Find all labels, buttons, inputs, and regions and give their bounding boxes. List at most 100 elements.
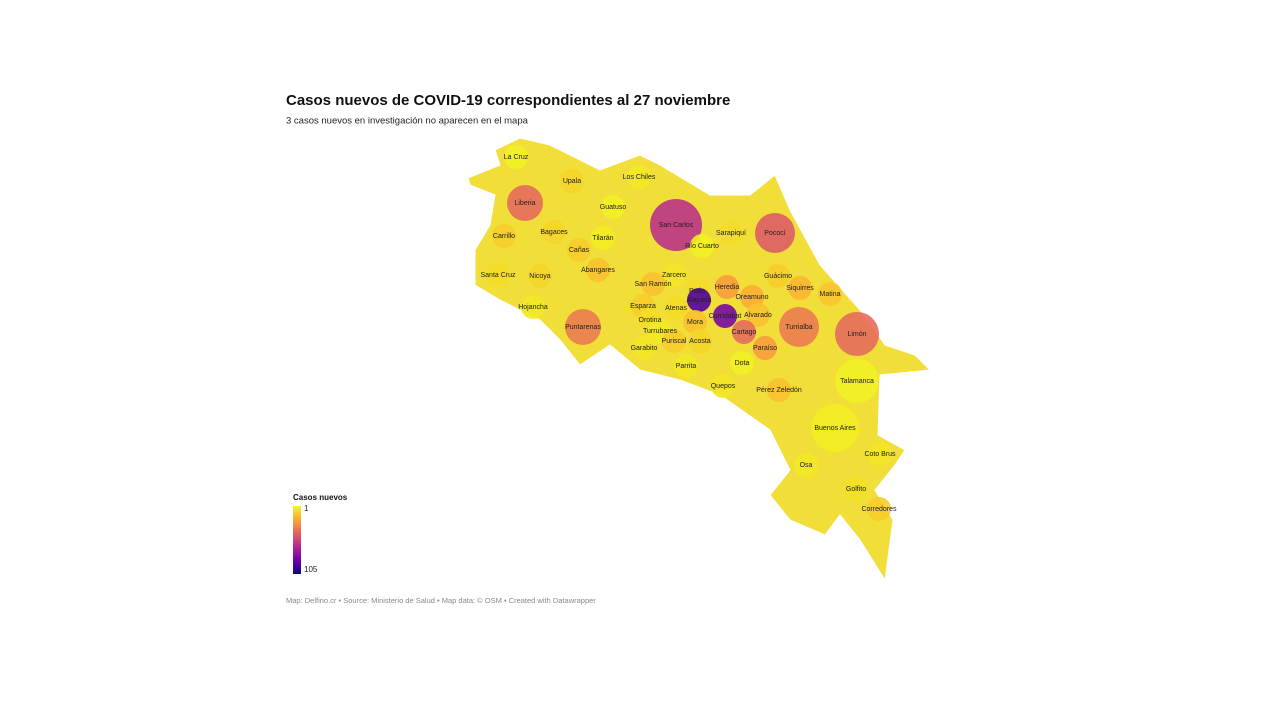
- region: [567, 238, 591, 262]
- region: [542, 220, 566, 244]
- region: [753, 336, 777, 360]
- region-label: San Ramón: [635, 281, 672, 288]
- region-label: Pococí: [764, 230, 785, 237]
- region-label: Zarcero: [662, 272, 686, 279]
- region: [867, 497, 891, 521]
- region-label: Carrillo: [493, 233, 515, 240]
- region-label: Puntarenas: [565, 324, 601, 331]
- region: [662, 263, 686, 287]
- legend-max: 105: [304, 565, 318, 574]
- region-label: Talamanca: [840, 378, 874, 385]
- region-label: La Cruz: [504, 154, 529, 161]
- legend-title: Casos nuevos: [293, 493, 348, 502]
- region-label: Hojancha: [518, 304, 548, 311]
- region: [627, 165, 651, 189]
- title: Casos nuevos de COVID-19 correspondiente…: [286, 92, 730, 109]
- region-label: San Carlos: [659, 222, 694, 229]
- region-label: Nicoya: [529, 273, 551, 280]
- region-label: Alvarado: [744, 312, 772, 319]
- region-label: Santa Cruz: [480, 272, 516, 279]
- region: [521, 295, 545, 319]
- region: [641, 272, 665, 296]
- region-label: Poás: [689, 288, 705, 295]
- region: [601, 195, 625, 219]
- region: [591, 226, 615, 250]
- region-label: Quepos: [711, 383, 736, 390]
- region: [835, 312, 879, 356]
- region: [779, 307, 819, 347]
- region: [766, 264, 790, 288]
- region: [732, 320, 756, 344]
- region: [528, 264, 552, 288]
- region: [688, 329, 712, 353]
- region: [632, 336, 656, 360]
- region: [719, 221, 743, 245]
- region-label: Parrita: [676, 363, 697, 370]
- region-label: Guatuso: [600, 204, 627, 211]
- region: [767, 378, 791, 402]
- region-label: Puriscal: [662, 338, 687, 345]
- region-label: Atenas: [665, 305, 687, 312]
- region: [755, 213, 795, 253]
- region-label: Mora: [687, 319, 703, 326]
- region: [794, 453, 818, 477]
- region-label: Cañas: [569, 247, 590, 254]
- region: [711, 374, 735, 398]
- region-label: Sarapiquí: [716, 230, 746, 237]
- region-label: Golfito: [846, 486, 866, 493]
- region-label: Liberia: [514, 200, 535, 207]
- regions: La Cruz Upala Los Chiles Liberia Guatuso San …: [480, 145, 897, 521]
- region: [844, 477, 868, 501]
- region: [492, 224, 516, 248]
- region: [788, 276, 812, 300]
- region: [650, 199, 702, 251]
- region: [715, 275, 739, 299]
- region: [868, 442, 892, 466]
- region-label: Matina: [819, 291, 840, 298]
- region-label: Garabito: [631, 345, 658, 352]
- region: [687, 288, 711, 312]
- region: [664, 296, 688, 320]
- region-label: Corredores: [861, 506, 897, 513]
- region-label: Coto Brus: [864, 451, 896, 458]
- region-label: Cartago: [732, 329, 757, 336]
- region-label: Heredia: [715, 284, 740, 291]
- region-label: Dota: [735, 360, 750, 367]
- region: [690, 234, 714, 258]
- region: [811, 404, 859, 452]
- region-label: Limón: [847, 331, 866, 338]
- region-label: Río Cuarto: [685, 243, 719, 250]
- region: [713, 304, 737, 328]
- legend-min: 1: [304, 504, 309, 513]
- region-label: Tilarán: [592, 235, 613, 242]
- region-label: Esparza: [630, 303, 656, 310]
- region: [683, 310, 707, 334]
- region: [560, 169, 584, 193]
- region: [818, 282, 842, 306]
- region-label: Upala: [563, 178, 581, 185]
- region-label: Paraíso: [753, 345, 777, 352]
- region-label: Osa: [800, 462, 813, 469]
- subtitle: 3 casos nuevos en investigación no apare…: [286, 116, 529, 127]
- region: [504, 145, 528, 169]
- region-label: Pérez Zeledón: [756, 387, 802, 394]
- region: [746, 303, 770, 327]
- region: [565, 309, 601, 345]
- region-label: Buenos Aires: [814, 425, 856, 432]
- legend-gradient: [293, 506, 301, 574]
- region: [507, 185, 543, 221]
- region: [835, 359, 879, 403]
- region: [486, 263, 510, 287]
- region: [674, 354, 698, 378]
- region: [662, 329, 686, 353]
- region-label: Bagaces: [540, 229, 568, 236]
- region-label: Turrubares: [643, 328, 677, 335]
- region-label: Turrialba: [785, 324, 812, 331]
- region-label: Acosta: [689, 338, 711, 345]
- region-label: Oreamuno: [735, 294, 768, 301]
- region-label: Orotina: [639, 317, 662, 324]
- source: Map: Delfino.cr • Source: Ministerio de …: [286, 596, 596, 605]
- region-label: Los Chiles: [623, 174, 656, 181]
- region-label: Curridabat: [709, 313, 742, 320]
